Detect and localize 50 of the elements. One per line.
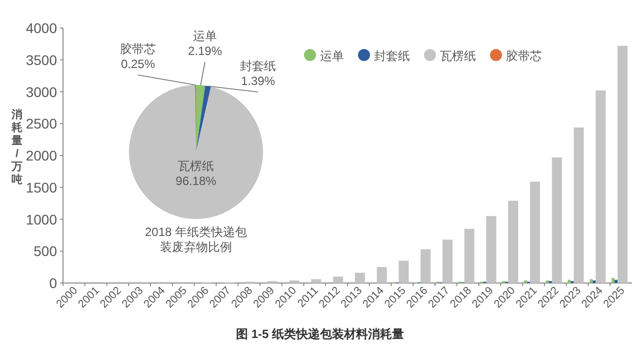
y-axis-title: 消耗量 / 万吨	[10, 108, 22, 186]
bar	[530, 182, 540, 283]
bar	[333, 276, 344, 283]
bar	[618, 46, 628, 283]
data-label: 2.19%	[188, 44, 222, 58]
legend-label: 胶带芯	[506, 49, 542, 63]
y-tick-label: 0	[49, 275, 58, 291]
bar	[289, 280, 300, 283]
bar	[311, 279, 322, 283]
bar	[590, 279, 593, 283]
y-tick-label: 4000	[26, 20, 58, 36]
bar	[612, 278, 615, 283]
bar	[524, 280, 528, 283]
y-tick-label: 2000	[26, 148, 58, 164]
text: 2018 年纸类快递包装废弃物比例	[144, 225, 248, 254]
slice-label: 封套纸	[240, 59, 276, 73]
slice-label: 瓦楞纸	[178, 159, 214, 173]
bar	[614, 280, 618, 283]
bar	[592, 280, 596, 283]
caption: 图 1-5 纸类快递包装材料消耗量	[236, 327, 404, 341]
pie-slice	[196, 86, 211, 152]
bar	[398, 260, 409, 283]
bar	[546, 280, 549, 283]
legend-label: 瓦楞纸	[440, 49, 476, 63]
bar	[442, 240, 452, 283]
bar	[552, 157, 562, 283]
bar	[354, 272, 365, 283]
data-label: 1.39%	[240, 74, 276, 88]
bar	[574, 127, 584, 283]
bar	[420, 249, 431, 283]
bar	[596, 90, 606, 283]
y-tick-label: 1000	[26, 211, 58, 228]
y-tick-label: 3000	[26, 84, 58, 100]
legend-label: 封套纸	[374, 49, 410, 63]
pie-slice	[196, 85, 206, 152]
pie-slice	[129, 85, 263, 219]
slice-label: 运单	[193, 29, 217, 43]
bar	[508, 200, 518, 283]
bar	[486, 216, 496, 283]
data-label: 0.25%	[120, 57, 156, 71]
slice-label: 胶带芯	[120, 42, 156, 56]
bar	[376, 267, 387, 283]
data-label: 96.18%	[176, 174, 217, 188]
y-tick-label: 3500	[26, 52, 58, 68]
legend-label: 运单	[320, 49, 344, 63]
y-tick-label: 2500	[26, 116, 58, 132]
y-tick-label: 500	[34, 243, 58, 260]
y-tick-label: 1500	[26, 179, 58, 196]
bar	[568, 280, 571, 283]
bar	[464, 228, 474, 283]
